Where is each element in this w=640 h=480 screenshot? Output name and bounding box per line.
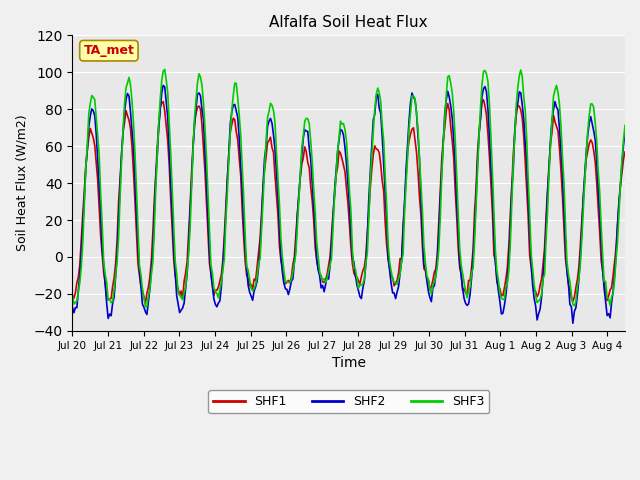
Line: SHF3: SHF3 — [72, 70, 625, 307]
Title: Alfalfa Soil Heat Flux: Alfalfa Soil Heat Flux — [269, 15, 428, 30]
X-axis label: Time: Time — [332, 356, 365, 370]
SHF3 — [353, 276, 361, 281]
SHF3 — [139, 286, 147, 291]
SHF2 — [161, 84, 168, 90]
SHF3 — [68, 292, 76, 298]
SHF2 — [256, 246, 264, 252]
Text: TA_met: TA_met — [83, 44, 134, 57]
SHF2 — [569, 320, 577, 326]
SHF2 — [68, 304, 76, 310]
SHF2 — [621, 130, 629, 136]
SHF1 — [256, 236, 264, 241]
Line: SHF2: SHF2 — [72, 85, 625, 323]
SHF2 — [159, 83, 167, 88]
SHF1 — [612, 245, 620, 251]
SHF1 — [621, 149, 629, 155]
SHF3 — [258, 228, 266, 233]
SHF2 — [351, 272, 359, 277]
SHF1 — [475, 130, 483, 135]
SHF3 — [477, 104, 484, 110]
SHF1 — [68, 293, 76, 299]
SHF3 — [141, 304, 149, 310]
SHF3 — [621, 122, 629, 128]
Line: SHF1: SHF1 — [72, 100, 625, 303]
SHF3 — [163, 77, 170, 83]
Legend: SHF1, SHF2, SHF3: SHF1, SHF2, SHF3 — [208, 390, 489, 413]
SHF1 — [141, 300, 149, 306]
SHF2 — [612, 252, 620, 257]
SHF2 — [139, 301, 147, 307]
SHF1 — [351, 274, 359, 279]
SHF2 — [475, 132, 483, 137]
SHF3 — [161, 67, 168, 72]
SHF1 — [161, 108, 168, 114]
SHF1 — [139, 288, 147, 294]
SHF3 — [612, 256, 620, 262]
Y-axis label: Soil Heat Flux (W/m2): Soil Heat Flux (W/m2) — [15, 115, 28, 252]
SHF1 — [479, 97, 487, 103]
